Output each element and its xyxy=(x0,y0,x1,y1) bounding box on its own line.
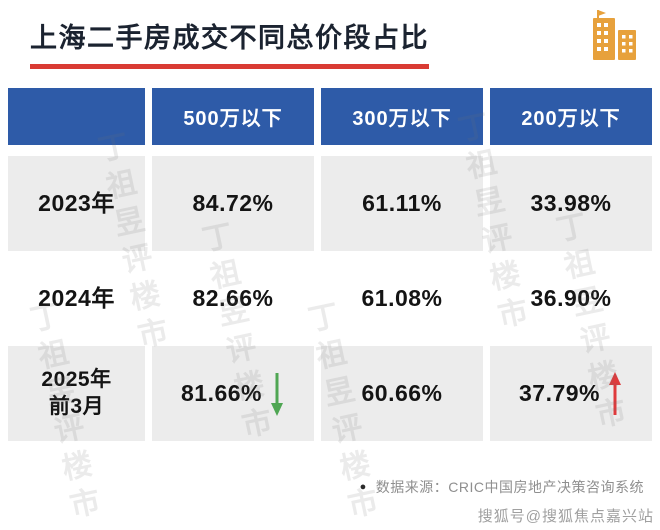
row-label-2024: 2024年 xyxy=(8,251,145,346)
value-text: 60.66% xyxy=(361,380,443,406)
value-text: 37.79% xyxy=(518,380,600,406)
value-text: 36.90% xyxy=(530,285,612,311)
value-2025-200w: 37.79% xyxy=(490,346,652,441)
value-text: 82.66% xyxy=(192,285,274,311)
value-text: 84.72% xyxy=(192,190,274,216)
value-text: 61.11% xyxy=(362,190,442,216)
value-2024-500w: 82.66% xyxy=(152,251,314,346)
page-title: 上海二手房成交不同总价段占比 xyxy=(30,16,429,69)
value-2023-500w: 84.72% xyxy=(152,156,314,251)
value-2023-200w: 33.98% xyxy=(490,156,652,251)
data-source: ● 数据来源：CRIC中国房地产决策咨询系统 xyxy=(360,477,644,497)
table-body: 2023年 84.72% 61.11% 33.98% 2024年 82.66% … xyxy=(8,156,652,441)
data-source-text: 数据来源：CRIC中国房地产决策咨询系统 xyxy=(375,479,644,495)
building-icon xyxy=(588,8,644,66)
table-header-under-200w: 200万以下 xyxy=(490,88,652,145)
trend-down-icon xyxy=(271,372,283,416)
value-text: 33.98% xyxy=(530,190,612,216)
table-header-under-500w: 500万以下 xyxy=(152,88,314,145)
value-text: 61.08% xyxy=(361,285,443,311)
value-2024-200w: 36.90% xyxy=(490,251,652,346)
row-label-2025: 2025年 前3月 xyxy=(8,346,145,441)
table-header-under-300w: 300万以下 xyxy=(321,88,483,145)
table-header-empty xyxy=(8,88,145,145)
trend-up-icon xyxy=(609,371,621,415)
price-segment-table: 500万以下 300万以下 200万以下 2023年 84.72% 61.11%… xyxy=(8,88,652,441)
watermark-account: 搜狐号@搜狐焦点嘉兴站 xyxy=(477,508,654,525)
row-label-2023: 2023年 xyxy=(8,156,145,251)
value-2024-300w: 61.08% xyxy=(321,251,483,346)
value-2023-300w: 61.11% xyxy=(321,156,483,251)
value-2025-500w: 81.66% xyxy=(152,346,314,441)
value-2025-300w: 60.66% xyxy=(321,346,483,441)
table-header-row: 500万以下 300万以下 200万以下 xyxy=(8,88,652,145)
value-text: 81.66% xyxy=(180,380,262,406)
bullet-icon: ● xyxy=(359,481,367,493)
